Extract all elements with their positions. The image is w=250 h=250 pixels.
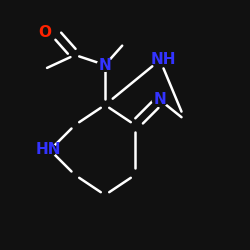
Text: N: N bbox=[98, 58, 112, 72]
Ellipse shape bbox=[156, 54, 172, 66]
Text: O: O bbox=[38, 25, 52, 40]
Ellipse shape bbox=[41, 144, 56, 156]
Ellipse shape bbox=[37, 26, 53, 39]
Text: N: N bbox=[154, 92, 166, 108]
Ellipse shape bbox=[97, 59, 113, 71]
Text: NH: NH bbox=[151, 52, 176, 68]
Ellipse shape bbox=[152, 94, 168, 106]
Text: HN: HN bbox=[36, 142, 62, 158]
